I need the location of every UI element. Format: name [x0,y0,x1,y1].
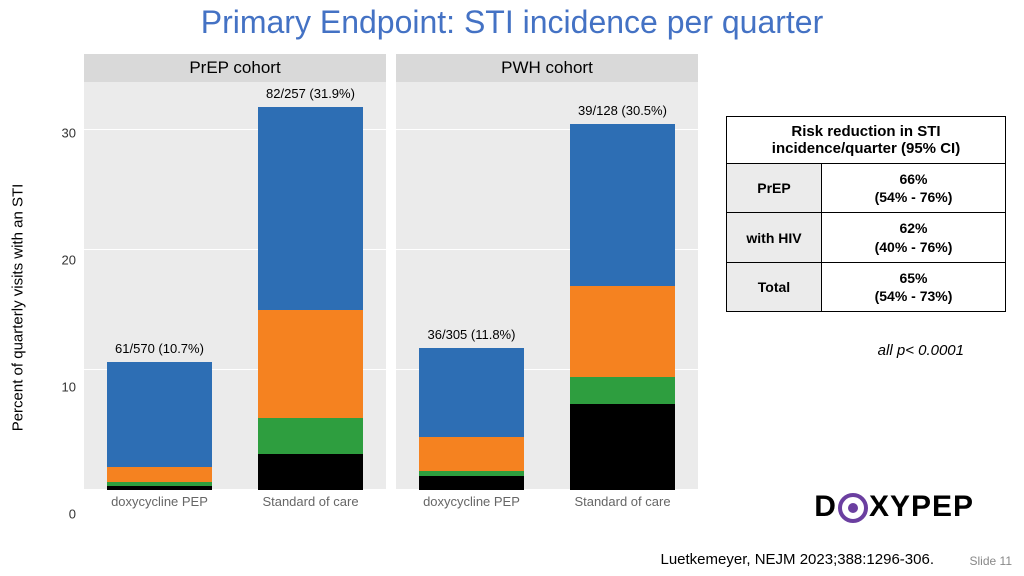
table-row: with HIV62%(40% - 76%) [727,213,1005,262]
bar-annotation: 61/570 (10.7%) [54,341,265,356]
x-tick-label: doxycycline PEP [396,490,547,514]
plot-region: 36/305 (11.8%) 39/128 (30.5%) [396,82,698,490]
x-labels: doxycycline PEPStandard of care [84,490,386,514]
bar-segment [258,418,364,454]
y-ticks: 0102030 [28,82,84,514]
risk-reduction-table: Risk reduction in STI incidence/quarter … [726,116,1006,312]
y-tick-label: 0 [69,507,76,522]
table-row: Total65%(54% - 73%) [727,263,1005,311]
bars-container: 61/570 (10.7%) 82/257 (31.9%) [84,82,386,490]
citation: Luetkemeyer, NEJM 2023;388:1296-306. [660,551,934,568]
bar-segment [258,454,364,490]
bar-segment [107,467,213,481]
y-tick-label: 30 [62,125,76,140]
bar-annotation: 39/128 (30.5%) [517,103,728,118]
chart-panel: PWH cohort36/305 (11.8%)39/128 (30.5%)do… [396,54,698,514]
p-value-note: all p< 0.0001 [878,342,964,359]
chart-panel: PrEP cohort61/570 (10.7%)82/257 (31.9%)d… [84,54,386,514]
stacked-bar: 36/305 (11.8%) [419,348,525,490]
bar-slot: 82/257 (31.9%) [235,82,386,490]
chart-area: Percent of quarterly visits with an STI … [28,54,698,544]
bar-segment [258,107,364,310]
plot-region: 61/570 (10.7%) 82/257 (31.9%) [84,82,386,490]
table-row-value: 66%(54% - 76%) [822,164,1005,212]
bar-slot: 61/570 (10.7%) [84,82,235,490]
doxypep-logo: D XYPEP [814,490,974,524]
table-row-value: 65%(54% - 73%) [822,263,1005,311]
table-row-value: 62%(40% - 76%) [822,213,1005,261]
slide-number: Slide 11 [970,554,1012,568]
bar-annotation: 82/257 (31.9%) [205,86,416,101]
bar-segment [570,377,676,403]
x-tick-label: Standard of care [547,490,698,514]
bar-slot: 36/305 (11.8%) [396,82,547,490]
panel-header: PrEP cohort [84,54,386,82]
stacked-bar: 82/257 (31.9%) [258,107,364,490]
y-tick-label: 10 [62,379,76,394]
panel-header: PWH cohort [396,54,698,82]
stacked-bar: 39/128 (30.5%) [570,124,676,490]
table-row-label: PrEP [727,164,822,212]
table-title: Risk reduction in STI incidence/quarter … [727,117,1005,164]
bar-segment [570,286,676,377]
bar-segment [419,476,525,490]
bar-segment [107,362,213,468]
chart-panels: PrEP cohort61/570 (10.7%)82/257 (31.9%)d… [84,54,698,514]
logo-text-post: XYPEP [869,490,974,524]
bar-segment [107,486,213,490]
bars-container: 36/305 (11.8%) 39/128 (30.5%) [396,82,698,490]
table-row: PrEP66%(54% - 76%) [727,164,1005,213]
bar-segment [570,404,676,490]
x-tick-label: doxycycline PEP [84,490,235,514]
table-row-label: with HIV [727,213,822,261]
bar-annotation: 36/305 (11.8%) [366,327,577,342]
logo-text-pre: D [814,490,837,524]
stacked-bar: 61/570 (10.7%) [107,362,213,490]
bar-segment [419,348,525,437]
bar-segment [419,437,525,471]
x-labels: doxycycline PEPStandard of care [396,490,698,514]
bar-slot: 39/128 (30.5%) [547,82,698,490]
bar-segment [258,310,364,418]
page-title: Primary Endpoint: STI incidence per quar… [0,4,1024,41]
logo-target-icon [838,493,868,523]
y-axis-label: Percent of quarterly visits with an STI [10,184,27,432]
y-tick-label: 20 [62,252,76,267]
x-tick-label: Standard of care [235,490,386,514]
bar-segment [570,124,676,286]
table-row-label: Total [727,263,822,311]
